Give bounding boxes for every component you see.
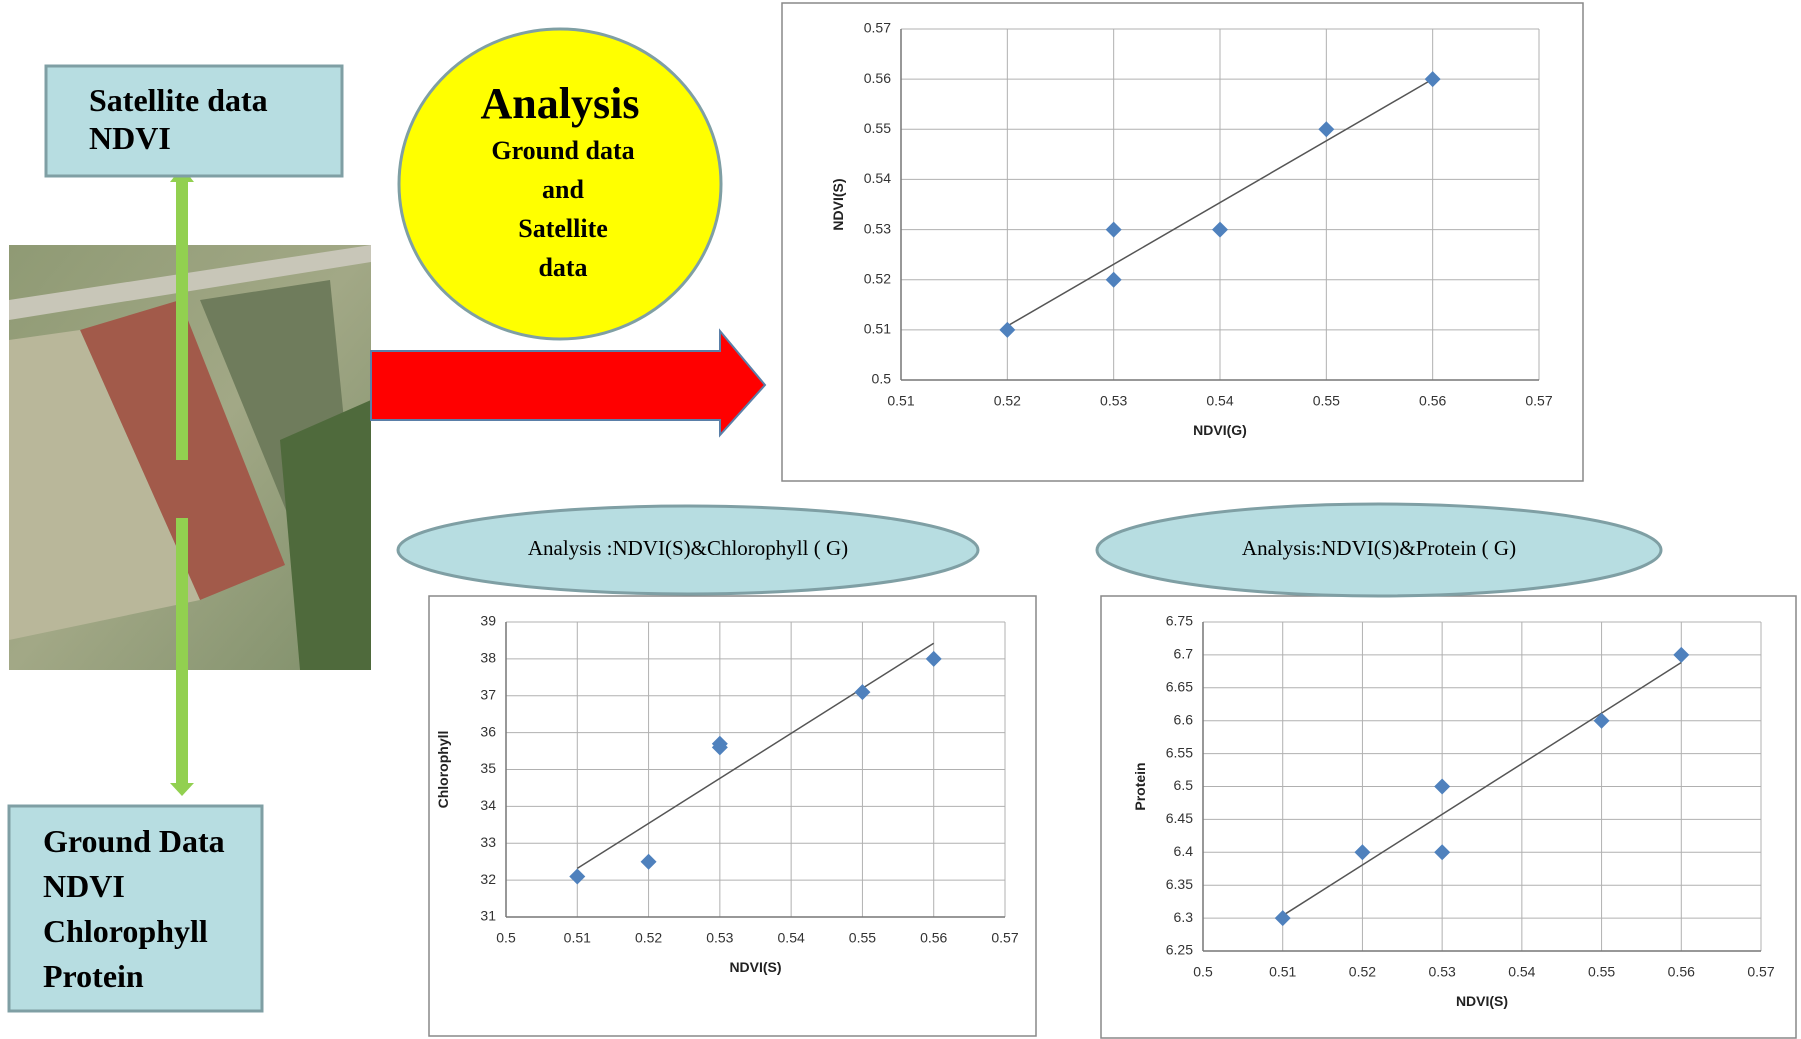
x-tick-label: 0.53 — [1100, 393, 1127, 409]
y-tick-label: 6.25 — [1166, 942, 1193, 958]
y-tick-label: 6.55 — [1166, 744, 1193, 760]
aerial-image — [9, 245, 371, 670]
circle-text: and — [542, 175, 584, 204]
x-tick-label: 0.51 — [564, 930, 591, 946]
y-axis-label: NDVI(S) — [830, 178, 846, 230]
x-tick-label: 0.54 — [1508, 964, 1535, 980]
x-tick-label: 0.52 — [994, 393, 1021, 409]
circle-text: Satellite — [518, 214, 608, 243]
box-text: Satellite data — [89, 82, 268, 118]
x-axis-label: NDVI(S) — [729, 959, 781, 975]
x-tick-label: 0.55 — [1313, 393, 1340, 409]
circle-text: data — [538, 253, 587, 282]
y-tick-label: 0.51 — [864, 321, 891, 337]
y-tick-label: 0.56 — [864, 70, 891, 86]
y-tick-label: 6.6 — [1174, 711, 1194, 727]
y-tick-label: 0.53 — [864, 220, 891, 236]
y-tick-label: 35 — [480, 760, 496, 776]
x-tick-label: 0.53 — [1429, 964, 1456, 980]
x-axis-label: NDVI(S) — [1456, 993, 1508, 1009]
x-tick-label: 0.57 — [1747, 964, 1774, 980]
y-tick-label: 0.5 — [872, 371, 892, 387]
box-text: Ground Data — [43, 823, 225, 859]
y-tick-label: 32 — [480, 871, 496, 887]
x-tick-label: 0.51 — [1269, 964, 1296, 980]
x-tick-label: 0.5 — [496, 930, 516, 946]
circle-text: Ground data — [491, 136, 634, 165]
y-tick-label: 6.75 — [1166, 613, 1193, 629]
x-tick-label: 0.55 — [849, 930, 876, 946]
x-tick-label: 0.51 — [887, 393, 914, 409]
y-tick-label: 0.54 — [864, 170, 891, 186]
x-tick-label: 0.5 — [1193, 964, 1213, 980]
red-arrow — [371, 331, 765, 435]
x-tick-label: 0.57 — [1525, 393, 1552, 409]
box-text: NDVI — [43, 868, 125, 904]
x-tick-label: 0.57 — [991, 930, 1018, 946]
y-tick-label: 6.65 — [1166, 679, 1193, 695]
x-tick-label: 0.52 — [1349, 964, 1376, 980]
y-tick-label: 0.55 — [864, 120, 891, 136]
x-tick-label: 0.56 — [1668, 964, 1695, 980]
y-tick-label: 0.52 — [864, 270, 891, 286]
chart-title: Analysis :NDVI(S)&Chlorophyll ( G) — [528, 536, 848, 560]
y-tick-label: 6.45 — [1166, 810, 1193, 826]
y-tick-label: 38 — [480, 650, 496, 666]
x-tick-label: 0.52 — [635, 930, 662, 946]
chart-frame — [782, 3, 1583, 481]
y-tick-label: 6.7 — [1174, 646, 1194, 662]
x-tick-label: 0.54 — [1206, 393, 1233, 409]
y-tick-label: 6.35 — [1166, 876, 1193, 892]
x-tick-label: 0.53 — [706, 930, 733, 946]
y-tick-label: 37 — [480, 686, 496, 702]
y-axis-label: Chlorophyll — [435, 731, 451, 809]
x-axis-label: NDVI(G) — [1193, 422, 1247, 438]
y-tick-label: 36 — [480, 723, 496, 739]
y-tick-label: 39 — [480, 613, 496, 629]
y-axis-label: Protein — [1132, 762, 1148, 810]
page: Satellite data NDVI Ground Data NDVI Chl… — [0, 0, 1801, 1039]
y-tick-label: 6.5 — [1174, 777, 1194, 793]
y-tick-label: 0.57 — [864, 20, 891, 36]
box-text: Chlorophyll — [43, 913, 208, 949]
x-tick-label: 0.56 — [920, 930, 947, 946]
circle-title: Analysis — [481, 79, 640, 128]
box-text: Protein — [43, 958, 144, 994]
chart-title: Analysis:NDVI(S)&Protein ( G) — [1242, 536, 1516, 560]
y-tick-label: 6.4 — [1174, 843, 1194, 859]
y-tick-label: 6.3 — [1174, 909, 1194, 925]
x-tick-label: 0.54 — [778, 930, 805, 946]
y-tick-label: 33 — [480, 834, 496, 850]
y-tick-label: 31 — [480, 908, 496, 924]
x-tick-label: 0.56 — [1419, 393, 1446, 409]
box-text: NDVI — [89, 120, 171, 156]
y-tick-label: 34 — [480, 797, 496, 813]
x-tick-label: 0.55 — [1588, 964, 1615, 980]
